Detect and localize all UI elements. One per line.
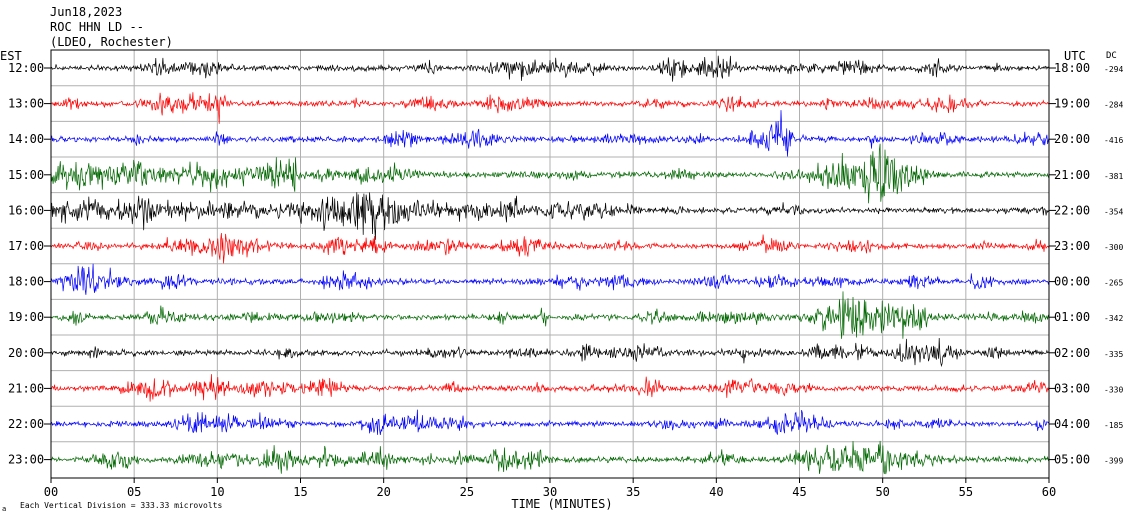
utc-label: 18:00 (1054, 61, 1090, 75)
dc-labels: -294 -284 -416 -381 -354 -300 -265 -342 -335 -330… (1104, 65, 1123, 466)
est-label: 22:00 (8, 417, 44, 431)
est-label: 16:00 (8, 203, 44, 217)
trace-2200-utc (50, 192, 1050, 240)
x-tick-label: 15 (293, 485, 307, 499)
utc-label: 21:00 (1054, 168, 1090, 182)
header-station: ROC HHN LD -- (50, 20, 144, 34)
trace-0000-utc (50, 263, 1050, 295)
dc-value: -294 (1104, 65, 1123, 74)
x-tick-label: 20 (376, 485, 390, 499)
est-label: 12:00 (8, 61, 44, 75)
trace-1900-utc (50, 92, 1050, 124)
dc-value: -354 (1104, 207, 1123, 216)
dc-value: -330 (1104, 385, 1123, 394)
x-axis-ticks: 00 05 10 15 20 25 30 35 40 45 50 55 60 (44, 478, 1056, 499)
dc-value: -265 (1104, 279, 1123, 288)
trace-0200-utc (50, 337, 1050, 368)
trace-0300-utc (50, 374, 1050, 402)
est-label: 17:00 (8, 239, 44, 253)
x-tick-label: 30 (543, 485, 557, 499)
plot-grid (51, 50, 1049, 478)
dc-value: -399 (1104, 457, 1123, 466)
footnote-mark: a (2, 505, 6, 513)
scale-footnote: Each Vertical Division = 333.33 microvol… (20, 501, 222, 510)
est-label: 18:00 (8, 275, 44, 289)
x-tick-label: 00 (44, 485, 58, 499)
utc-label: 22:00 (1054, 203, 1090, 217)
trace-2000-utc (50, 110, 1050, 157)
dc-value: -284 (1104, 101, 1123, 110)
utc-label: 20:00 (1054, 132, 1090, 146)
utc-label: 03:00 (1054, 381, 1090, 395)
utc-label: 00:00 (1054, 275, 1090, 289)
utc-label: 04:00 (1054, 417, 1090, 431)
x-tick-label: 50 (875, 485, 889, 499)
x-tick-label: 10 (210, 485, 224, 499)
trace-layer (50, 55, 1050, 475)
right-axis-title: UTC (1064, 49, 1086, 63)
trace-1800-utc (50, 55, 1050, 82)
utc-label: 23:00 (1054, 239, 1090, 253)
dc-value: -342 (1104, 314, 1123, 323)
header-date: Jun18,2023 (50, 5, 122, 19)
utc-label: 05:00 (1054, 453, 1090, 467)
est-label: 14:00 (8, 132, 44, 146)
utc-label: 01:00 (1054, 310, 1090, 324)
x-tick-label: 45 (792, 485, 806, 499)
trace-0400-utc (50, 409, 1050, 435)
header-network: (LDEO, Rochester) (50, 35, 173, 49)
x-tick-label: 40 (709, 485, 723, 499)
utc-labels: 18:00 19:00 20:00 21:00 22:00 23:00 00:00 01:00… (1049, 61, 1090, 467)
dc-value: -300 (1104, 243, 1123, 252)
x-tick-label: 60 (1042, 485, 1056, 499)
dc-value: -185 (1104, 421, 1123, 430)
dc-value: -416 (1104, 136, 1123, 145)
trace-0100-utc (50, 291, 1050, 339)
est-labels: 12:00 13:00 14:00 15:00 16:00 17:00 18:00 19:00… (8, 61, 51, 467)
est-label: 20:00 (8, 346, 44, 360)
x-tick-label: 55 (959, 485, 973, 499)
left-axis-title: EST (0, 49, 22, 63)
trace-0500-utc (50, 440, 1050, 475)
trace-2100-utc (50, 143, 1050, 204)
x-tick-label: 25 (460, 485, 474, 499)
dc-value: -381 (1104, 172, 1123, 181)
est-label: 21:00 (8, 381, 44, 395)
utc-label: 19:00 (1054, 97, 1090, 111)
est-label: 13:00 (8, 97, 44, 111)
trace-2300-utc (50, 232, 1050, 264)
x-tick-label: 35 (626, 485, 640, 499)
est-label: 19:00 (8, 310, 44, 324)
est-label: 23:00 (8, 453, 44, 467)
dc-value: -335 (1104, 350, 1123, 359)
x-axis-label: TIME (MINUTES) (511, 497, 612, 511)
utc-label: 02:00 (1054, 346, 1090, 360)
est-label: 15:00 (8, 168, 44, 182)
dc-title: DC (1106, 51, 1117, 61)
x-tick-label: 05 (127, 485, 141, 499)
